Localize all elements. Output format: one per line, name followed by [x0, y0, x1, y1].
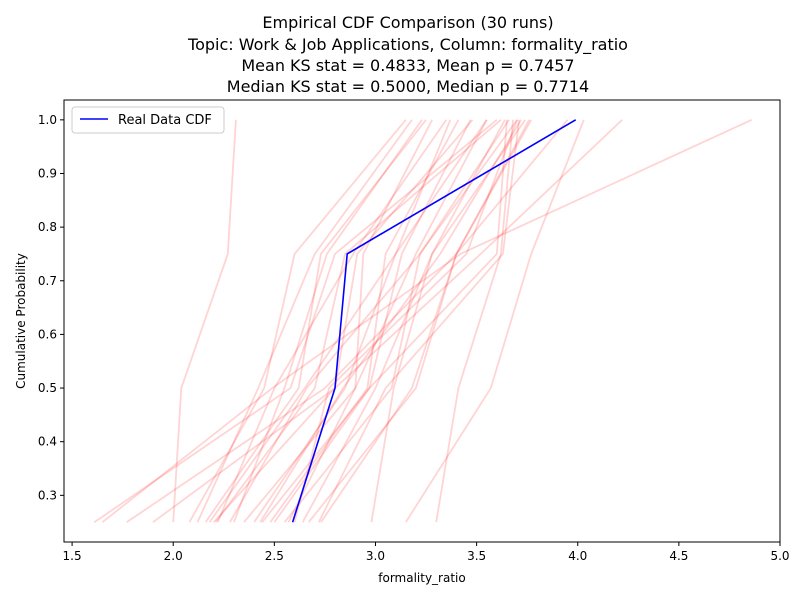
synthetic-cdf-line-9	[214, 119, 502, 523]
synthetic-cdf-line-11	[243, 119, 488, 523]
x-tick-label: 2.0	[164, 549, 183, 563]
x-tick-label: 3.0	[366, 549, 385, 563]
synthetic-cdf-line-18	[317, 119, 520, 523]
synthetic-cdf-line-1	[172, 119, 237, 523]
synthetic-cdf-line-13	[269, 119, 460, 523]
chart-title-line-4: Median KS stat = 0.5000, Median p = 0.77…	[227, 77, 589, 96]
y-tick-label: 0.3	[38, 488, 57, 502]
synthetic-cdf-line-28	[196, 119, 413, 523]
synthetic-cdf-line-23	[253, 119, 452, 523]
real-cdf-line	[291, 119, 577, 523]
synthetic-cdf-line-3	[101, 118, 753, 523]
legend-box	[71, 106, 225, 134]
synthetic-cdf-line-5	[152, 119, 623, 523]
synthetic-cdf-line-7	[204, 119, 427, 523]
x-tick-label: 5.0	[770, 549, 789, 563]
synthetic-cdf-line-6	[188, 119, 407, 523]
synthetic-cdf-line-15	[283, 119, 518, 523]
x-tick-label: 2.5	[265, 549, 284, 563]
synthetic-cdf-line-14	[273, 119, 508, 523]
chart-title-line-2: Topic: Work & Job Applications, Column: …	[187, 35, 628, 55]
x-axis: 1.5 2.0 2.5 3.0 3.5 4.0 4.5 5.0	[63, 542, 790, 563]
synthetic-cdf-line-27	[320, 119, 530, 523]
y-tick-label: 0.5	[38, 381, 57, 395]
synthetic-cdf-lines	[93, 118, 753, 523]
synthetic-cdf-line-19	[370, 119, 506, 523]
y-tick-label: 0.8	[38, 220, 57, 234]
synthetic-cdf-line-26	[301, 119, 526, 523]
synthetic-cdf-line-29	[216, 119, 448, 523]
y-tick-label: 0.7	[38, 274, 57, 288]
y-tick-label: 0.6	[38, 327, 57, 341]
y-tick-label: 0.9	[38, 166, 57, 180]
x-tick-label: 4.0	[568, 549, 587, 563]
plot-frame	[63, 99, 781, 543]
real-cdf-line-group	[291, 119, 577, 523]
synthetic-cdf-line-10	[233, 119, 423, 523]
synthetic-cdf-line-21	[435, 119, 514, 523]
chart-title-line-3: Mean KS stat = 0.4833, Mean p = 0.7457	[241, 56, 574, 75]
x-tick-label: 4.5	[669, 549, 688, 563]
x-tick-label: 1.5	[63, 549, 82, 563]
y-axis-label: Cumulative Probability	[14, 253, 28, 389]
x-tick-label: 3.5	[467, 549, 486, 563]
x-axis-label: formality_ratio	[378, 571, 465, 585]
synthetic-cdf-line-25	[287, 119, 433, 523]
synthetic-cdf-line-16	[293, 119, 518, 523]
y-tick-label: 0.4	[38, 435, 57, 449]
synthetic-cdf-line-4	[126, 119, 569, 523]
legend: Real Data CDF	[71, 106, 225, 134]
synthetic-cdf-line-22	[213, 119, 474, 523]
synthetic-cdf-line-24	[261, 119, 472, 523]
synthetic-cdf-line-8	[208, 119, 488, 523]
synthetic-cdf-line-17	[307, 119, 532, 523]
chart-title-line-1: Empirical CDF Comparison (30 runs)	[262, 13, 553, 32]
synthetic-cdf-line-30	[229, 119, 510, 523]
y-axis: 0.3 0.4 0.5 0.6 0.7 0.8 0.9 1.0	[38, 113, 64, 502]
legend-label-real: Real Data CDF	[118, 113, 212, 128]
synthetic-cdf-line-12	[259, 119, 522, 523]
y-tick-label: 1.0	[38, 113, 57, 127]
synthetic-cdf-line-20	[405, 119, 585, 523]
synthetic-cdf-line-2	[93, 119, 498, 523]
